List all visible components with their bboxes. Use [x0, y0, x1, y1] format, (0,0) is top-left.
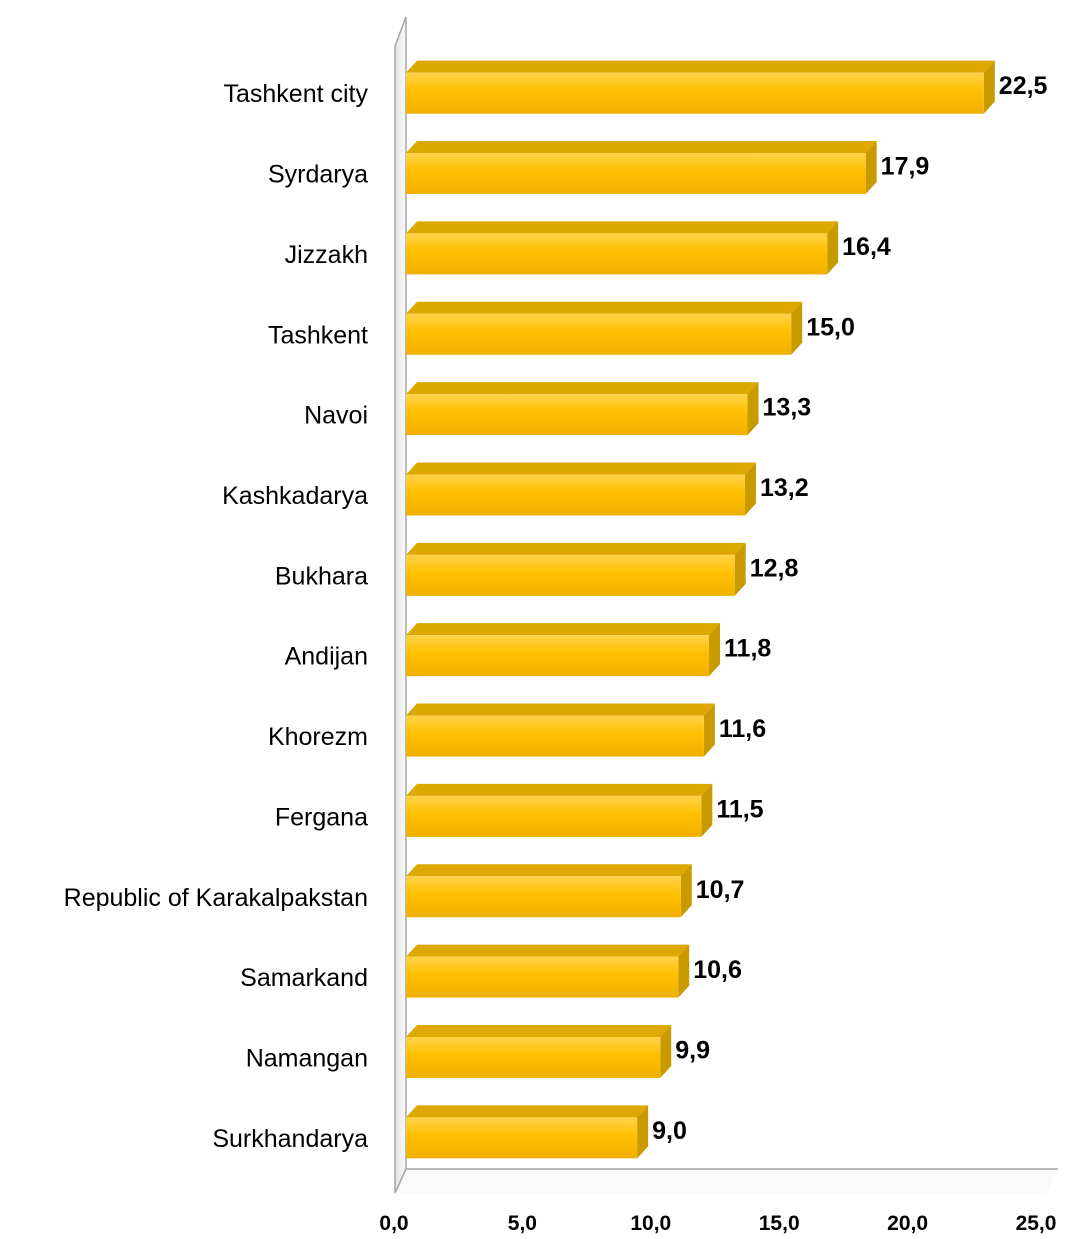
x-tick-label: 10,0: [630, 1212, 671, 1235]
bar-end-face: [678, 944, 690, 998]
category-label: Surkhandarya: [212, 1125, 368, 1153]
bar-front-face: [406, 956, 679, 998]
bar-front-face: [406, 1036, 661, 1078]
bar-end-face: [703, 703, 715, 757]
category-label: Kashkadarya: [222, 482, 368, 510]
bar-top-face: [406, 60, 995, 73]
category-label: Navoi: [304, 402, 368, 430]
side-wall: [394, 16, 407, 1194]
x-tick-label: 5,0: [508, 1212, 537, 1235]
data-label: 10,6: [693, 956, 742, 984]
bar-end-face: [709, 623, 721, 677]
category-label: Jizzakh: [285, 241, 368, 269]
bar: [406, 60, 995, 114]
bar-top-face: [406, 623, 721, 636]
chart-axes: [394, 16, 1058, 1194]
category-label: Namangan: [246, 1044, 368, 1072]
data-label: 15,0: [806, 313, 855, 341]
data-label: 16,4: [842, 233, 891, 261]
bar-front-face: [406, 876, 681, 918]
bar-front-face: [406, 795, 702, 837]
data-label: 11,6: [719, 715, 766, 743]
x-tick-label: 15,0: [759, 1212, 800, 1235]
data-label: 9,9: [675, 1036, 710, 1064]
bar-top-face: [406, 1024, 672, 1037]
floor-edge: [394, 1168, 407, 1194]
bar-end-face: [983, 60, 995, 114]
x-tick-label: 20,0: [887, 1212, 928, 1235]
category-label: Republic of Karakalpakstan: [64, 884, 368, 912]
bar-top-face: [406, 462, 756, 475]
bar-end-face: [660, 1024, 672, 1078]
bar-top-face: [406, 783, 713, 796]
bar-top-face: [406, 703, 715, 716]
category-label: Samarkand: [240, 964, 368, 992]
bar-end-face: [791, 301, 803, 355]
bar-front-face: [406, 153, 866, 195]
bar-top-face: [406, 944, 690, 957]
bar-end-face: [734, 542, 746, 596]
category-label: Fergana: [275, 803, 368, 831]
x-axis-tick-labels: 0,0 5,0 10,0 15,0 20,0 25,0: [379, 1212, 1056, 1235]
bar-end-face: [680, 864, 692, 918]
bar-end-face: [747, 382, 759, 436]
bar: [406, 462, 756, 516]
data-label: 13,2: [760, 474, 809, 502]
bar: [406, 623, 721, 677]
category-label: Tashkent city: [223, 80, 368, 108]
bar-front-face: [406, 394, 748, 436]
bar: [406, 301, 803, 355]
data-label: 17,9: [881, 153, 930, 181]
bar: [406, 783, 713, 837]
data-label: 13,3: [763, 394, 812, 422]
bar-end-face: [827, 221, 839, 275]
bar: [406, 221, 839, 275]
bar-top-face: [406, 864, 692, 877]
bar-end-face: [744, 462, 756, 516]
data-label: 11,5: [716, 795, 763, 823]
data-label: 11,8: [724, 635, 771, 663]
chart-bars: [406, 60, 995, 1159]
data-label: 12,8: [750, 554, 799, 582]
data-label: 9,0: [652, 1117, 687, 1145]
value-labels: 22,5 17,9 16,4 15,0 13,3 13,2 12,8 11,8 11,6 11,5…: [652, 72, 1047, 1145]
data-label: 22,5: [999, 72, 1048, 100]
bar: [406, 141, 877, 195]
bar-front-face: [406, 1117, 638, 1159]
bar-top-face: [406, 1105, 649, 1118]
bar-front-face: [406, 233, 828, 275]
bar: [406, 703, 715, 757]
bar-front-face: [406, 554, 735, 596]
bar-top-face: [406, 542, 746, 555]
bar-end-face: [701, 783, 713, 837]
bar-top-face: [406, 301, 803, 314]
x-tick-label: 0,0: [379, 1212, 408, 1235]
bar: [406, 1024, 672, 1078]
floor: [395, 1169, 1058, 1193]
data-label: 10,7: [696, 876, 745, 904]
category-labels: Tashkent city Syrdarya Jizzakh Tashkent Navo…: [64, 80, 369, 1153]
bar-front-face: [406, 635, 710, 677]
bar-front-face: [406, 474, 745, 516]
category-label: Bukhara: [275, 562, 368, 590]
bar: [406, 542, 746, 596]
bar-end-face: [865, 141, 877, 195]
bar-front-face: [406, 313, 792, 355]
bar-end-face: [637, 1105, 649, 1159]
bar-top-face: [406, 221, 839, 234]
x-tick-label: 25,0: [1016, 1212, 1057, 1235]
bar: [406, 1105, 649, 1159]
bar-top-face: [406, 382, 759, 395]
category-label: Khorezm: [268, 723, 368, 751]
bar-front-face: [406, 72, 984, 114]
category-label: Syrdarya: [268, 161, 368, 189]
bar: [406, 864, 692, 918]
bar-front-face: [406, 715, 704, 757]
category-label: Tashkent: [268, 321, 368, 349]
bar: [406, 944, 690, 998]
bar-top-face: [406, 141, 877, 154]
category-label: Andijan: [285, 643, 368, 671]
bar: [406, 382, 759, 436]
